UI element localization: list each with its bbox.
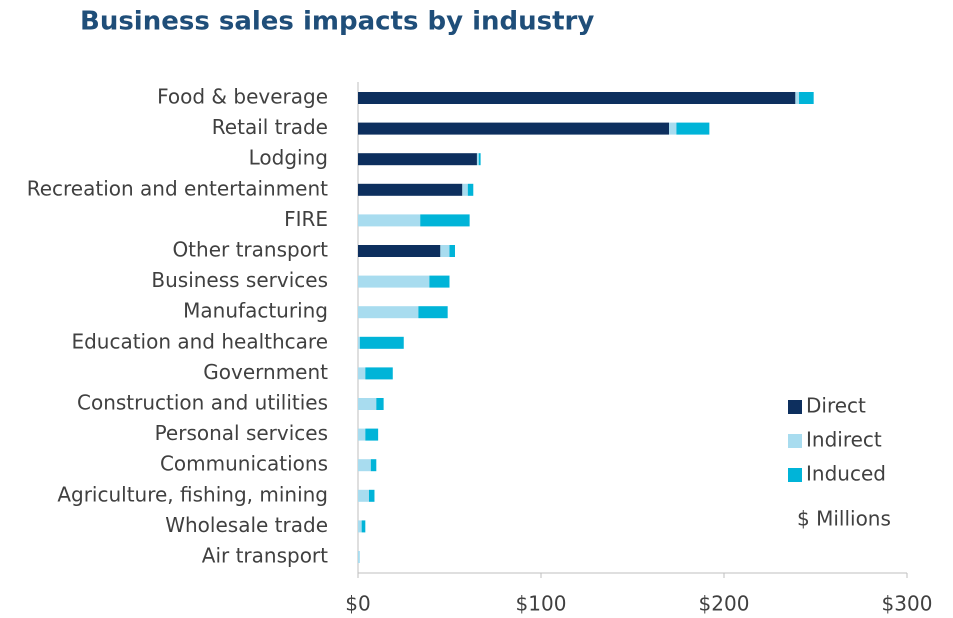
legend-label: Indirect bbox=[806, 428, 882, 452]
x-tick-label: $300 bbox=[882, 592, 933, 616]
bar-segment bbox=[358, 306, 419, 319]
legend-swatch bbox=[788, 434, 802, 448]
bar-segment bbox=[358, 245, 441, 257]
bar-segment bbox=[418, 306, 448, 319]
bar-segment bbox=[358, 153, 477, 166]
y-tick-label: Lodging bbox=[249, 146, 328, 170]
bar-segment bbox=[420, 214, 470, 227]
y-tick-label: Education and healthcare bbox=[71, 329, 328, 353]
bar-segment bbox=[358, 398, 377, 410]
bar-segment bbox=[361, 520, 366, 533]
bar-segment bbox=[440, 245, 450, 257]
y-tick-label: Personal services bbox=[155, 421, 328, 445]
y-tick-label: Communications bbox=[160, 452, 328, 476]
bar-segment bbox=[358, 214, 421, 227]
x-tick-label: $100 bbox=[516, 592, 567, 616]
bar-segment bbox=[669, 122, 677, 135]
bar-segment bbox=[478, 153, 481, 166]
y-tick-label: Government bbox=[203, 360, 328, 384]
legend-swatch bbox=[788, 468, 802, 482]
bar-segment bbox=[449, 245, 455, 257]
y-tick-label: Wholesale trade bbox=[165, 513, 328, 537]
legend-swatch bbox=[788, 400, 802, 414]
bar-segment bbox=[429, 275, 450, 288]
y-tick-label: Manufacturing bbox=[183, 299, 328, 323]
y-tick-label: Agriculture, fishing, mining bbox=[57, 482, 328, 506]
bar-segment bbox=[358, 183, 463, 196]
bar-segment bbox=[358, 520, 362, 533]
x-tick-label: $0 bbox=[345, 592, 370, 616]
bar-segment bbox=[365, 428, 379, 441]
bar-segment bbox=[467, 183, 474, 196]
y-tick-label: Other transport bbox=[172, 238, 328, 262]
bar-segment bbox=[358, 92, 796, 104]
bar-segment bbox=[358, 367, 366, 380]
y-tick-label: Retail trade bbox=[212, 115, 328, 139]
bar-segment bbox=[370, 459, 377, 472]
y-tick-label: Air transport bbox=[202, 544, 328, 568]
legend-label: Direct bbox=[806, 394, 866, 418]
y-tick-label: Recreation and entertainment bbox=[27, 176, 328, 200]
bar-segment bbox=[358, 551, 360, 563]
chart-title: Business sales impacts by industry bbox=[80, 7, 594, 37]
bar-segment bbox=[358, 336, 360, 349]
y-tick-label: FIRE bbox=[284, 207, 328, 231]
bar-segment bbox=[376, 398, 384, 410]
bar-segment bbox=[359, 336, 404, 349]
bar-segment bbox=[358, 428, 366, 441]
y-tick-label: Construction and utilities bbox=[77, 391, 328, 415]
bar-segment bbox=[358, 122, 670, 135]
bar-segment bbox=[462, 183, 468, 196]
bar-segment bbox=[358, 489, 369, 502]
annotation: $ Millions bbox=[797, 507, 891, 531]
legend-label: Induced bbox=[806, 462, 886, 486]
bar-segment bbox=[795, 92, 800, 104]
bar-segment bbox=[799, 92, 814, 104]
bar-segment bbox=[676, 122, 710, 135]
x-tick-label: $200 bbox=[699, 592, 750, 616]
y-tick-label: Food & beverage bbox=[157, 85, 328, 109]
y-tick-label: Business services bbox=[151, 268, 328, 292]
bar-segment bbox=[476, 153, 479, 166]
bar-segment bbox=[368, 489, 375, 502]
bar-segment bbox=[358, 275, 430, 288]
bar-segment bbox=[358, 459, 371, 472]
bar-segment bbox=[365, 367, 393, 380]
